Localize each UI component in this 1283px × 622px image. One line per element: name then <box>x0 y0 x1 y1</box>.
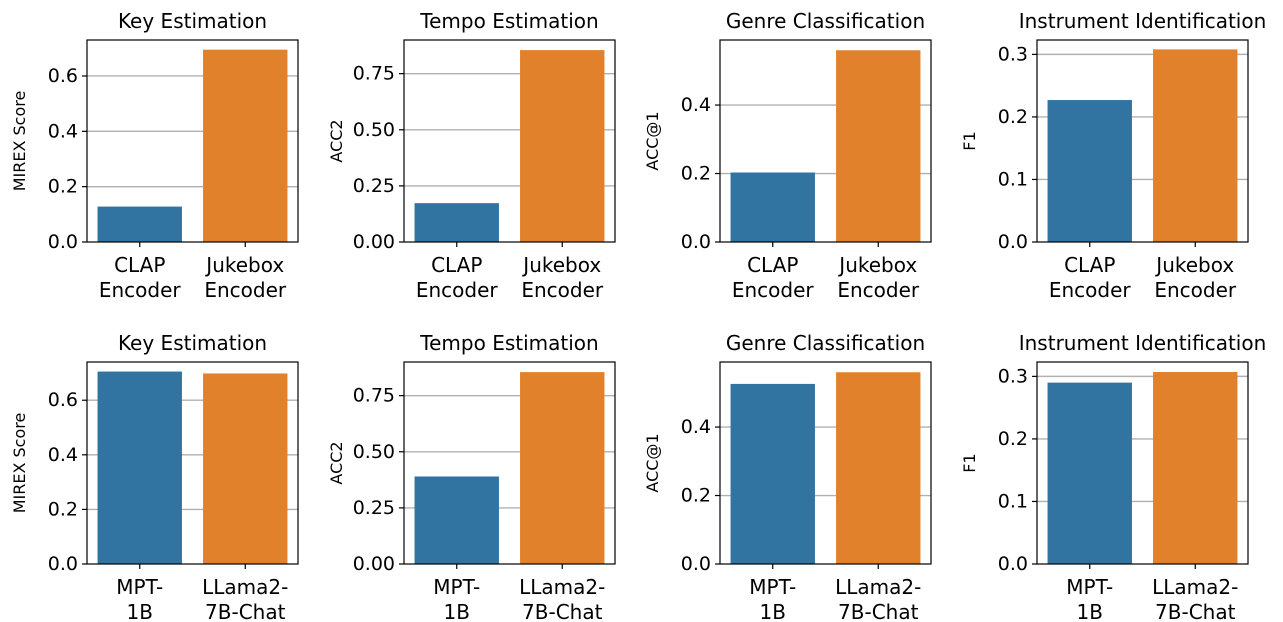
chart-title: Key Estimation <box>118 9 267 33</box>
bar <box>1153 49 1238 242</box>
y-axis-label: F1 <box>960 453 979 472</box>
x-tick-label: Jukebox Encoder <box>1154 253 1237 302</box>
y-tick-label: 0.75 <box>353 385 395 407</box>
bar <box>1153 372 1238 564</box>
chart-title: Tempo Estimation <box>419 9 598 33</box>
y-axis-label: ACC2 <box>327 441 346 484</box>
axes-frame <box>1036 361 1249 565</box>
y-tick-label: 0.2 <box>998 428 1028 450</box>
y-tick-label: 0.0 <box>681 553 711 575</box>
bar <box>520 50 605 242</box>
y-tick-label: 0.1 <box>998 168 1028 190</box>
x-tick-label: CLAP Encoder <box>416 253 499 302</box>
y-tick-label: 0.0 <box>681 231 711 253</box>
y-tick-label: 0.1 <box>998 490 1028 512</box>
chart-title: Genre Classification <box>726 9 925 33</box>
y-tick-label: 0.00 <box>353 231 395 253</box>
x-tick-label: LLama2-7B-Chat <box>202 575 288 622</box>
axes-frame <box>719 39 932 243</box>
y-tick-label: 0.00 <box>353 553 395 575</box>
bar <box>730 383 815 564</box>
x-tick-label: MPT-1B <box>116 575 163 622</box>
axes-frame <box>403 39 616 243</box>
axes-frame <box>719 361 932 565</box>
chart-title: Genre Classification <box>726 331 925 355</box>
y-tick-label: 0.0 <box>998 553 1028 575</box>
y-tick-label: 0.4 <box>48 444 78 466</box>
x-tick-label: LLama2-7B-Chat <box>519 575 605 622</box>
y-axis-label: ACC@1 <box>643 111 662 170</box>
x-tick-label: MPT-1B <box>749 575 796 622</box>
bar <box>414 476 499 564</box>
x-tick-label: CLAP Encoder <box>99 253 182 302</box>
x-tick-label: MPT-1B <box>433 575 480 622</box>
chart-panel: 0.00 0.25 0.50 0.75 MPT-1B LLama2-7B-Chat Temp… <box>327 331 616 622</box>
axes-frame <box>86 39 299 243</box>
y-axis-label: MIREX Score <box>10 91 29 192</box>
y-tick-label: 0.6 <box>48 389 78 411</box>
y-tick-label: 0.2 <box>48 498 78 520</box>
y-tick-label: 0.0 <box>48 231 78 253</box>
axes-frame <box>86 361 299 565</box>
chart-panel: 0.00 0.25 0.50 0.75 CLAP Encoder Jukebox Encode… <box>327 9 616 302</box>
y-tick-label: 0.2 <box>48 176 78 198</box>
x-tick-label: Jukebox Encoder <box>837 253 920 302</box>
chart-panel: 0.0 0.1 0.2 0.3 MPT-1B LLama2-7B-Chat Instrume… <box>960 331 1266 622</box>
y-tick-label: 0.0 <box>998 231 1028 253</box>
y-tick-label: 0.4 <box>681 416 711 438</box>
y-tick-label: 0.3 <box>998 43 1028 65</box>
bar <box>97 371 182 564</box>
y-tick-label: 0.25 <box>353 175 395 197</box>
x-tick-label: LLama2-7B-Chat <box>835 575 921 622</box>
y-tick-label: 0.75 <box>353 63 395 85</box>
chart-panel: 0.0 0.1 0.2 0.3 CLAP Encoder Jukebox Encoder Ins… <box>960 9 1266 302</box>
y-tick-label: 0.4 <box>48 120 78 142</box>
bar <box>520 372 605 564</box>
chart-title: Instrument Identification <box>1019 331 1267 355</box>
y-tick-label: 0.50 <box>353 119 395 141</box>
y-axis-label: F1 <box>960 131 979 150</box>
axes-frame <box>1036 39 1249 243</box>
chart-panel: 0.0 0.2 0.4 MPT-1B LLama2-7B-Chat Genre Class… <box>643 331 932 622</box>
bar <box>97 206 182 242</box>
x-tick-label: Jukebox Encoder <box>204 253 287 302</box>
chart-title: Key Estimation <box>118 331 267 355</box>
chart-panel: 0.0 0.2 0.4 CLAP Encoder Jukebox Encoder Genre … <box>643 9 932 302</box>
y-tick-label: 0.4 <box>681 94 711 116</box>
bar <box>203 373 288 564</box>
bar <box>203 49 288 243</box>
x-tick-label: MPT-1B <box>1066 575 1113 622</box>
y-axis-label: ACC@1 <box>643 433 662 492</box>
chart-panel: 0.0 0.2 0.4 0.6 CLAP Encoder Jukebox Encoder Key… <box>10 9 299 302</box>
y-tick-label: 0.2 <box>998 106 1028 128</box>
x-tick-label: CLAP Encoder <box>1049 253 1132 302</box>
axes-frame <box>403 361 616 565</box>
y-axis-label: ACC2 <box>327 119 346 162</box>
y-tick-label: 0.25 <box>353 497 395 519</box>
bar <box>1047 100 1132 242</box>
y-tick-label: 0.2 <box>681 163 711 185</box>
chart-title: Instrument Identification <box>1019 9 1267 33</box>
y-tick-label: 0.3 <box>998 365 1028 387</box>
bar <box>836 50 921 242</box>
bar <box>730 172 815 242</box>
x-tick-label: Jukebox Encoder <box>521 253 604 302</box>
bar <box>836 372 921 564</box>
bar <box>1047 382 1132 564</box>
y-tick-label: 0.0 <box>48 553 78 575</box>
chart-title: Tempo Estimation <box>419 331 598 355</box>
x-tick-label: LLama2-7B-Chat <box>1152 575 1238 622</box>
x-tick-label: CLAP Encoder <box>732 253 815 302</box>
y-axis-label: MIREX Score <box>10 413 29 514</box>
y-tick-label: 0.6 <box>48 65 78 87</box>
bar <box>414 203 499 242</box>
y-tick-label: 0.50 <box>353 441 395 463</box>
chart-panel: 0.0 0.2 0.4 0.6 MPT-1B LLama2-7B-Chat Key Esti… <box>10 331 299 622</box>
y-tick-label: 0.2 <box>681 485 711 507</box>
